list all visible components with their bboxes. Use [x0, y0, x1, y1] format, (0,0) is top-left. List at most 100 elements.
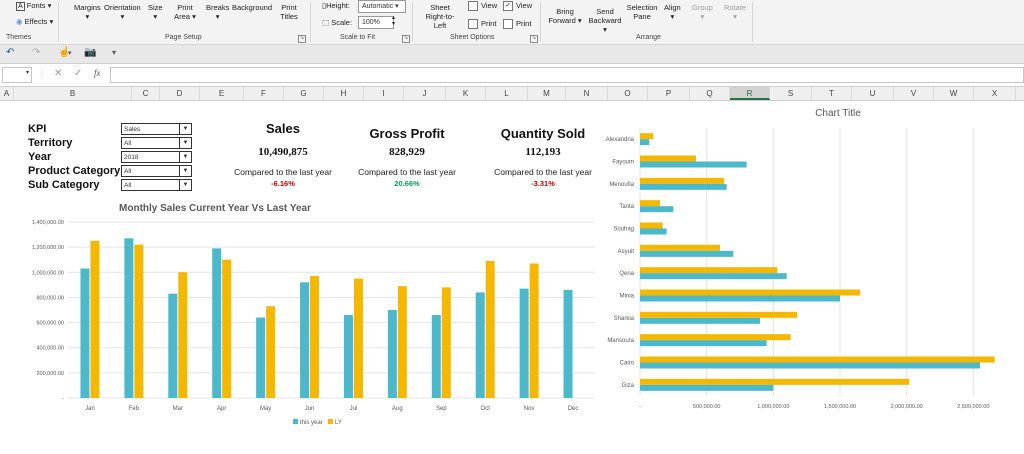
column-header-u[interactable]: U: [852, 87, 894, 100]
y-category-label: Cairo: [620, 361, 635, 367]
print-area-button[interactable]: Print Area ▾: [174, 3, 196, 21]
filter-dropdown[interactable]: All ▼: [121, 165, 192, 177]
chevron-down-icon[interactable]: ▾: [68, 50, 72, 57]
bar-this-year: [168, 293, 178, 398]
y-tick-label: 200,000.00: [36, 371, 64, 377]
enter-icon[interactable]: ✓: [74, 68, 83, 79]
sheet-rtl-button[interactable]: Sheet Right-to-Left: [425, 3, 455, 30]
column-header-c[interactable]: C: [132, 87, 160, 100]
size-button[interactable]: Size ▾: [148, 3, 163, 21]
scale-spinner-icon[interactable]: ▴ ▾: [392, 15, 396, 27]
font-icon: A: [16, 2, 25, 11]
column-header-p[interactable]: P: [648, 87, 690, 100]
territory-sales-chart[interactable]: Chart Title - 500,000.00 1,000,000.00 1,500,…: [600, 100, 1024, 418]
filter-dropdown[interactable]: Sales ▼: [121, 123, 192, 135]
camera-icon[interactable]: 📷: [84, 47, 97, 58]
dropdown-arrow-icon[interactable]: ▼: [179, 180, 191, 190]
column-header-w[interactable]: W: [934, 87, 974, 100]
y-tick-label: 1,000,000.00: [32, 270, 64, 276]
dropdown-arrow-icon[interactable]: ▼: [179, 166, 191, 176]
headings-view-checkbox[interactable]: ✓ View: [503, 1, 532, 12]
y-tick-label: 600,000.00: [36, 321, 64, 327]
bar-this-year: [80, 268, 90, 398]
dropdown-arrow-icon[interactable]: ▼: [179, 152, 191, 162]
fonts-button[interactable]: A Fonts ▾: [16, 1, 52, 11]
margins-button[interactable]: Margins ▾: [74, 3, 101, 21]
column-header-g[interactable]: G: [284, 87, 324, 100]
scale-launcher-icon[interactable]: ↘: [402, 35, 410, 43]
bring-forward-button[interactable]: Bring Forward ▾: [548, 7, 582, 25]
selection-pane-button[interactable]: Selection Pane: [626, 3, 658, 21]
orientation-button[interactable]: Orientation ▾: [104, 3, 141, 21]
dropdown-arrow-icon[interactable]: ▼: [179, 138, 191, 148]
bar-this-year: [640, 206, 674, 213]
filter-dropdown[interactable]: All ▼: [121, 179, 192, 191]
column-header-a[interactable]: A: [0, 87, 14, 100]
x-tick-label: Mar: [173, 406, 183, 412]
formula-input[interactable]: [110, 67, 1024, 83]
dropdown-arrow-icon[interactable]: ▼: [179, 124, 191, 134]
separator: [540, 2, 541, 42]
column-header-t[interactable]: T: [812, 87, 852, 100]
scale-input[interactable]: 100%: [358, 16, 394, 29]
column-header-v[interactable]: V: [894, 87, 934, 100]
send-backward-button[interactable]: Send Backward ▾: [588, 7, 622, 34]
column-header-e[interactable]: E: [200, 87, 244, 100]
effects-button[interactable]: ◉ Effects ▾: [16, 17, 54, 26]
kpi-title: Quantity Sold: [500, 126, 586, 141]
column-header-q[interactable]: Q: [690, 87, 730, 100]
redo-icon[interactable]: ↷: [32, 47, 41, 58]
bar-this-year: [640, 228, 667, 235]
column-header-h[interactable]: H: [324, 87, 364, 100]
column-header-s[interactable]: S: [770, 87, 812, 100]
headings-print-checkbox[interactable]: Print: [503, 19, 531, 30]
align-button[interactable]: Align ▾: [664, 3, 681, 21]
column-header-x[interactable]: X: [974, 87, 1016, 100]
column-header-i[interactable]: I: [364, 87, 404, 100]
column-header-k[interactable]: K: [446, 87, 486, 100]
customize-qat-icon[interactable]: ▾: [112, 48, 117, 57]
bar-ly: [222, 259, 232, 398]
bar-this-year: [256, 317, 266, 398]
column-header-d[interactable]: D: [160, 87, 200, 100]
x-tick-label: Oct: [481, 406, 491, 412]
filter-dropdown[interactable]: 2018 ▼: [121, 151, 192, 163]
column-header-l[interactable]: L: [486, 87, 528, 100]
height-select[interactable]: Automatic ▾: [358, 0, 406, 13]
cancel-icon[interactable]: ✕: [54, 68, 63, 79]
sheet-options-launcher-icon[interactable]: ↘: [530, 35, 538, 43]
rotate-button[interactable]: Rotate ▾: [724, 3, 747, 21]
chart-title: Monthly Sales Current Year Vs Last Year: [119, 203, 311, 214]
filter-dropdown[interactable]: All ▼: [121, 137, 192, 149]
function-icon[interactable]: fx: [94, 68, 101, 78]
separator: [412, 2, 413, 42]
page-setup-launcher-icon[interactable]: ↘: [298, 35, 306, 43]
group-button[interactable]: Group ▾: [692, 3, 713, 21]
column-header-r[interactable]: R: [730, 87, 770, 100]
kpi-value: 10,490,875: [258, 146, 308, 158]
checkbox-icon: [468, 19, 478, 30]
bar-ly: [640, 222, 663, 229]
breaks-button[interactable]: Breaks ▾: [206, 3, 230, 21]
column-header-b[interactable]: B: [14, 87, 132, 100]
effects-icon: ◉: [16, 17, 23, 26]
column-header-j[interactable]: J: [404, 87, 446, 100]
touch-mode-icon[interactable]: ☝: [58, 47, 71, 58]
chart-title: Chart Title: [815, 108, 861, 119]
column-header-f[interactable]: F: [244, 87, 284, 100]
gridlines-view-checkbox[interactable]: View: [468, 1, 497, 12]
separator: [752, 2, 753, 42]
legend-label: this year: [300, 420, 323, 426]
name-box[interactable]: ▾: [2, 67, 32, 83]
background-button[interactable]: Background: [232, 3, 273, 12]
y-category-label: Fayoum: [612, 160, 634, 166]
undo-icon[interactable]: ↶: [6, 47, 15, 58]
column-header-n[interactable]: N: [566, 87, 608, 100]
column-header-o[interactable]: O: [608, 87, 648, 100]
column-header-m[interactable]: M: [528, 87, 566, 100]
print-titles-button[interactable]: Print Titles: [280, 3, 298, 21]
bar-ly: [90, 240, 100, 398]
gridlines-print-checkbox[interactable]: Print: [468, 19, 496, 30]
monthly-sales-chart[interactable]: Monthly Sales Current Year Vs Last Year -…: [10, 197, 600, 429]
checkbox-icon: [468, 1, 478, 12]
